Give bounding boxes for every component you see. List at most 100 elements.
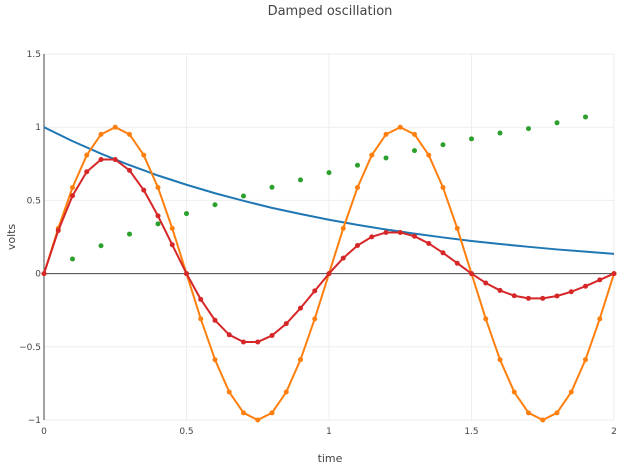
data-point <box>355 162 360 168</box>
data-point <box>241 339 246 345</box>
data-point <box>298 305 303 311</box>
data-point <box>597 316 603 322</box>
data-point <box>198 296 204 302</box>
data-point <box>298 177 303 183</box>
data-point <box>568 289 574 295</box>
series-3 <box>70 114 588 262</box>
data-point <box>469 271 474 277</box>
tick-labels: 0 0.5 1 1.5 2 −1 −0.5 0 0.5 1 1.5 <box>19 50 617 437</box>
data-point <box>511 389 517 395</box>
data-point <box>526 295 531 301</box>
grid-lines <box>44 53 615 421</box>
y-tick-label: 0 <box>35 270 41 280</box>
data-point <box>155 185 161 191</box>
data-point <box>497 357 503 363</box>
data-point <box>41 271 47 277</box>
y-tick-label: −1 <box>28 416 41 426</box>
data-point <box>55 228 61 234</box>
data-point <box>611 271 617 277</box>
data-point <box>526 410 531 416</box>
data-point <box>127 131 132 137</box>
x-tick-label: 0 <box>41 427 47 437</box>
data-point <box>454 225 460 231</box>
data-point <box>426 152 432 158</box>
data-point <box>483 316 489 322</box>
data-point <box>369 152 375 158</box>
y-axis-label: volts <box>5 224 18 251</box>
data-point <box>155 213 161 219</box>
y-tick-label: −0.5 <box>19 343 41 353</box>
data-point <box>184 211 189 217</box>
data-point <box>312 288 318 294</box>
data-point <box>169 225 175 231</box>
data-point <box>583 357 588 363</box>
data-point <box>583 283 588 289</box>
series-line <box>43 126 615 255</box>
data-point <box>269 410 275 416</box>
data-point <box>326 170 332 176</box>
data-point <box>98 157 104 163</box>
data-point <box>155 221 161 227</box>
data-point <box>440 185 446 191</box>
data-point <box>298 357 303 363</box>
data-point <box>355 242 360 248</box>
data-point <box>497 287 503 293</box>
data-point <box>141 187 147 193</box>
data-point <box>397 124 403 130</box>
data-point <box>440 250 446 256</box>
data-point <box>554 120 560 126</box>
series-layer <box>41 114 617 423</box>
data-point <box>412 233 417 239</box>
data-point <box>454 260 460 266</box>
data-point <box>483 280 489 286</box>
data-point <box>412 131 417 137</box>
data-point <box>269 333 275 339</box>
x-tick-label: 1.5 <box>464 427 478 437</box>
data-point <box>127 231 132 237</box>
data-point <box>226 332 232 338</box>
data-point <box>526 126 531 132</box>
x-tick-label: 2 <box>611 427 617 437</box>
series-1 <box>43 126 615 255</box>
data-point <box>383 155 389 161</box>
data-point <box>383 229 389 235</box>
data-point <box>426 240 432 246</box>
data-point <box>355 185 360 191</box>
data-point <box>511 293 517 299</box>
data-point <box>184 271 189 277</box>
data-point <box>540 295 546 301</box>
y-tick-label: 0.5 <box>27 196 41 206</box>
data-point <box>98 243 104 249</box>
data-point <box>540 417 546 423</box>
data-point <box>283 321 289 327</box>
data-point <box>212 202 218 208</box>
data-point <box>326 271 332 277</box>
data-point <box>255 417 261 423</box>
data-point <box>340 225 346 231</box>
data-point <box>255 339 261 345</box>
data-point <box>70 193 75 199</box>
x-tick-label: 0.5 <box>179 427 193 437</box>
data-point <box>141 152 147 158</box>
data-point <box>112 157 118 163</box>
data-point <box>212 357 218 363</box>
data-point <box>369 234 375 240</box>
data-point <box>568 389 574 395</box>
data-point <box>241 193 246 199</box>
data-point <box>583 114 588 120</box>
data-point <box>198 316 204 322</box>
data-point <box>212 317 218 323</box>
data-point <box>497 130 503 136</box>
data-point <box>84 152 90 158</box>
data-point <box>269 184 275 190</box>
data-point <box>127 167 132 173</box>
data-point <box>112 124 118 130</box>
data-point <box>98 131 104 137</box>
y-tick-label: 1 <box>35 123 41 133</box>
data-point <box>469 136 474 142</box>
data-point <box>597 277 603 283</box>
data-point <box>383 131 389 137</box>
data-point <box>226 389 232 395</box>
data-point <box>70 185 75 191</box>
